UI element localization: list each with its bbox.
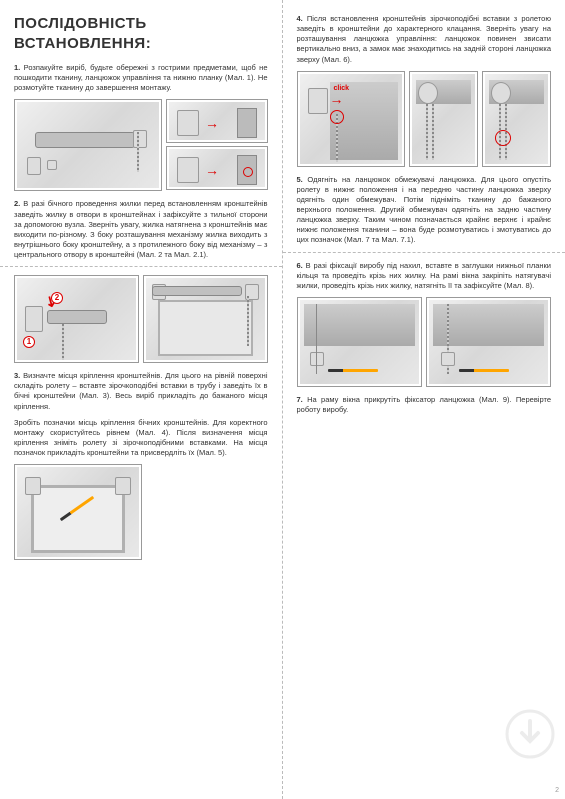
step-num-2: 2. (14, 199, 20, 208)
fig-71: Мал. 7.1 (482, 71, 551, 167)
figrow-2: Мал. 3 ↘ 1 2 Мал. 4 (14, 275, 268, 363)
ill-8 (300, 300, 419, 384)
step-num-5: 5. (297, 175, 303, 184)
fig-4: Мал. 4 (143, 275, 268, 363)
watermark-icon (505, 709, 555, 759)
fig-6: Мал. 6 → click (297, 71, 405, 167)
ill-4 (146, 278, 265, 360)
para-4: 4. Після встановлення кронштейнів зірочк… (297, 14, 552, 65)
ill-6: → click (300, 74, 402, 164)
ill-2: → (169, 102, 264, 140)
para-5: 5. Одягніть на ланцюжок обмежувачі ланцю… (297, 175, 552, 246)
step-text-6: В разі фіксації виробу під нахил, вставт… (297, 261, 552, 290)
para-3b: Зробіть позначки місць кріплення бічних … (14, 418, 268, 459)
para-2: 2. В разі бічного проведення жилки перед… (14, 199, 268, 260)
fig-2: Мал. 2 → (166, 99, 267, 143)
para-1: 1. Розпакуйте виріб, будьте обережні з г… (14, 63, 268, 93)
step-num-6: 6. (297, 261, 303, 270)
para-3a: 3. Визначте місця кріплення кронштейнів.… (14, 371, 268, 412)
step-num-4: 4. (297, 14, 303, 23)
ill-7 (412, 74, 475, 164)
fig-5: Мал. 5 (14, 464, 142, 560)
step-num-3: 3. (14, 371, 20, 380)
step-text-5: Одягніть на ланцюжок обмежувачі ланцюжка… (297, 175, 552, 245)
step-num-1: 1. (14, 63, 20, 72)
step-text-4: Після встановлення кронштейнів зірочкопо… (297, 14, 552, 64)
page-title: ПОСЛІДОВНІСТЬ ВСТАНОВЛЕННЯ: (14, 14, 268, 53)
step-text-3b: Зробіть позначки місць кріплення бічних … (14, 418, 268, 457)
right-column: 4. Після встановлення кронштейнів зірочк… (283, 0, 565, 799)
click-label: click (334, 84, 350, 93)
ill-5 (17, 467, 139, 557)
step-text-3a: Визначте місця кріплення кронштейнів. Дл… (14, 371, 268, 410)
ill-71 (485, 74, 548, 164)
fig-3: Мал. 3 ↘ 1 2 (14, 275, 139, 363)
separator-1 (0, 266, 282, 267)
ill-9 (429, 300, 548, 384)
para-6: 6. В разі фіксації виробу під нахил, вст… (297, 261, 552, 291)
separator-2 (283, 252, 565, 253)
fig-7: Мал. 7 (409, 71, 478, 167)
figrow-3: Мал. 5 (14, 464, 268, 560)
circle-1: 1 (23, 336, 35, 348)
left-column: ПОСЛІДОВНІСТЬ ВСТАНОВЛЕННЯ: 1. Розпакуйт… (0, 0, 283, 799)
page-number: 2 (555, 786, 559, 795)
step-text-2: В разі бічного проведення жилки перед вс… (14, 199, 268, 259)
ill-3: ↘ 1 2 (17, 278, 136, 360)
fig-8: Мал. 8 (297, 297, 422, 387)
para-7: 7. На раму вікна прикрутіть фіксатор лан… (297, 395, 552, 415)
step-text-7: На раму вікна прикрутіть фіксатор ланцюж… (297, 395, 552, 414)
figrow-4: Мал. 6 → click Мал. 7 Мал. 7.1 (297, 71, 552, 167)
figrow-5: Мал. 8 Мал. 9 (297, 297, 552, 387)
ill-1 (17, 102, 159, 188)
ill-21: → (169, 149, 264, 187)
figrow-1: Мал. 1 Мал. 2 → Мал. 2.1 (14, 99, 268, 191)
fig-9: Мал. 9 (426, 297, 551, 387)
step-num-7: 7. (297, 395, 303, 404)
fig-1: Мал. 1 (14, 99, 162, 191)
fig-21: Мал. 2.1 → (166, 146, 267, 190)
circle-2: 2 (51, 292, 63, 304)
step-text-1: Розпакуйте виріб, будьте обережні з гост… (14, 63, 268, 92)
